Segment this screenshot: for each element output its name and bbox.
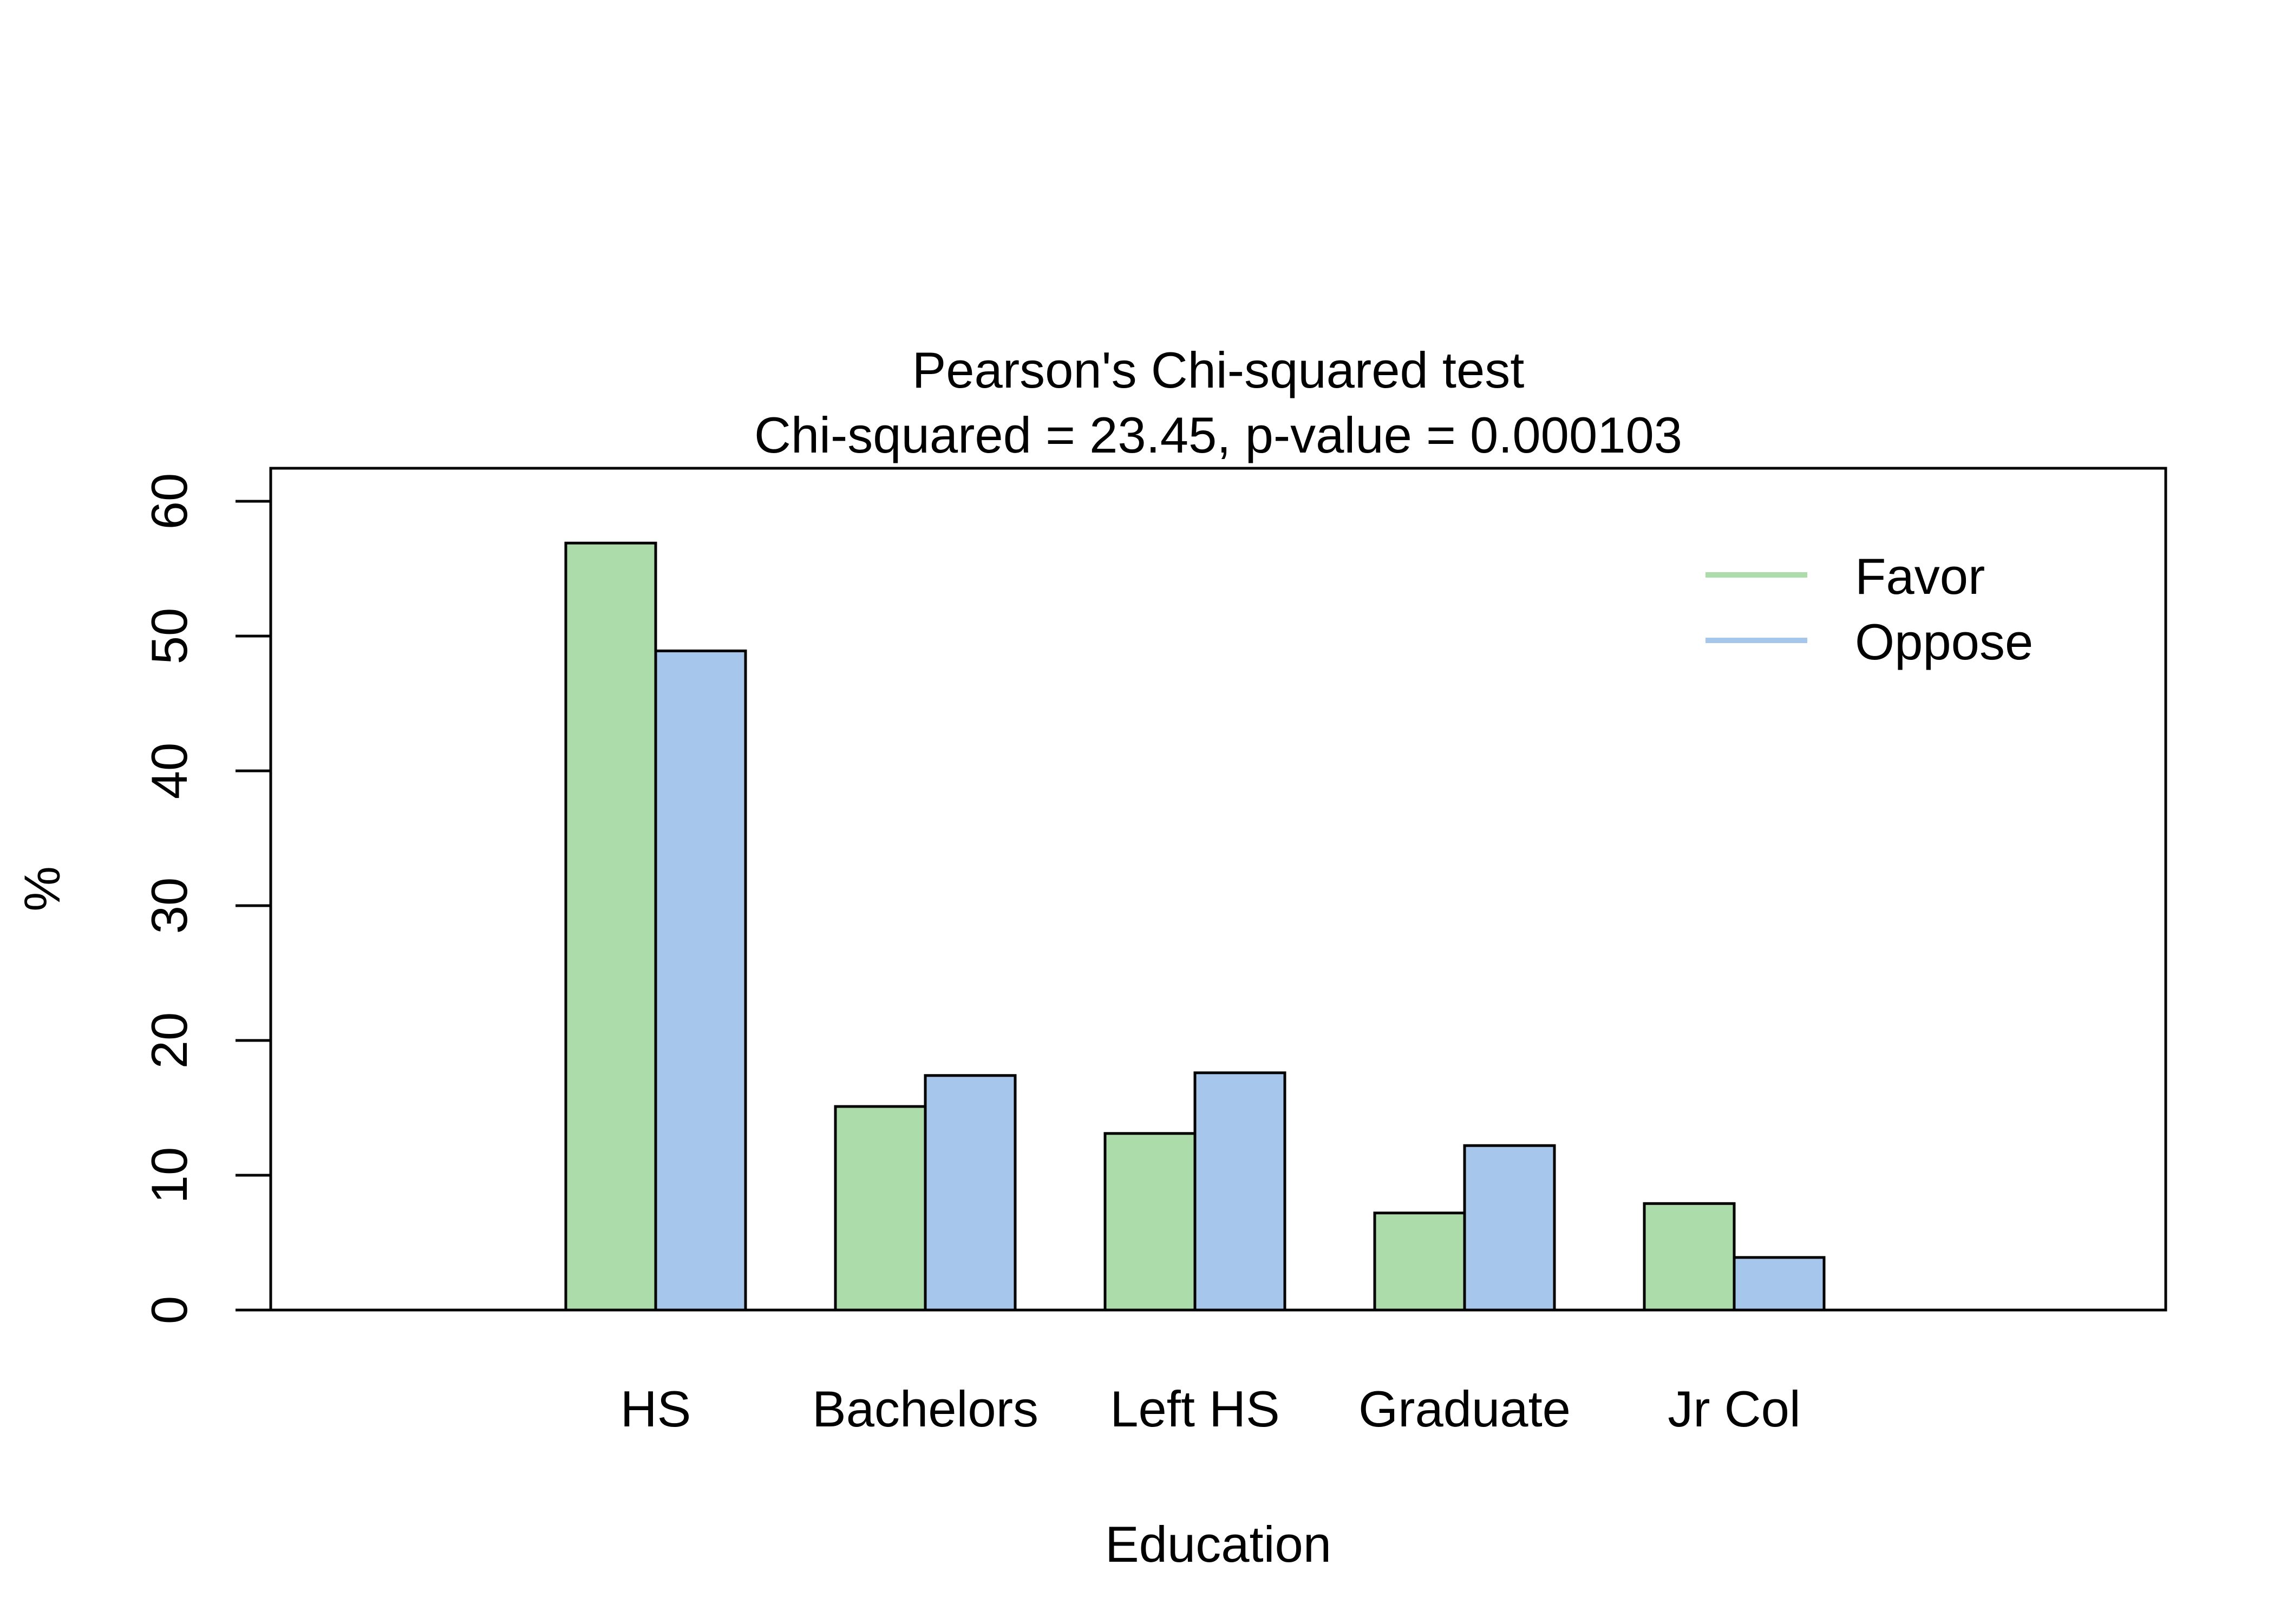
bar-favor-graduate xyxy=(1373,1212,1466,1312)
x-tick-label-bachelors: Bachelors xyxy=(812,1380,1038,1437)
bars xyxy=(564,541,1826,1312)
chart-subtitle: Chi-squared = 23.45, p-value = 0.000103 xyxy=(754,407,1682,463)
legend-label-favor: Favor xyxy=(1855,548,1985,605)
y-tick-label-20: 20 xyxy=(141,1012,198,1069)
x-tick-label-hs: HS xyxy=(620,1380,691,1437)
bar-favor-bachelors xyxy=(834,1105,927,1312)
plot-frame xyxy=(269,467,2167,1312)
bar-favor-hs xyxy=(564,541,657,1312)
y-tick-label-10: 10 xyxy=(141,1147,198,1204)
bar-oppose-jr-col xyxy=(1733,1256,1826,1312)
y-tick-label-50: 50 xyxy=(141,608,198,665)
x-axis-labels: HS Bachelors Left HS Graduate Jr Col xyxy=(620,1380,1801,1437)
bar-oppose-graduate xyxy=(1463,1144,1556,1312)
legend-label-oppose: Oppose xyxy=(1855,613,2033,670)
x-axis-title: Education xyxy=(1105,1516,1331,1573)
bar-favor-jr-col xyxy=(1643,1202,1736,1312)
y-axis-title: % xyxy=(14,866,70,912)
bar-favor-left-hs xyxy=(1103,1132,1197,1312)
y-tick-label-0: 0 xyxy=(141,1296,198,1324)
bar-oppose-hs xyxy=(654,649,747,1312)
chart-title: Pearson's Chi-squared test xyxy=(912,342,1525,398)
y-axis: 0 10 20 30 40 50 60 xyxy=(141,473,272,1324)
bar-oppose-bachelors xyxy=(924,1074,1017,1312)
y-tick-label-60: 60 xyxy=(141,473,198,530)
legend: Favor Oppose xyxy=(1706,548,2033,670)
x-tick-label-left-hs: Left HS xyxy=(1110,1380,1280,1437)
x-tick-label-graduate: Graduate xyxy=(1358,1380,1571,1437)
y-tick-label-40: 40 xyxy=(141,743,198,800)
x-tick-label-jr-col: Jr Col xyxy=(1668,1380,1800,1437)
bar-oppose-left-hs xyxy=(1193,1071,1286,1312)
y-tick-label-30: 30 xyxy=(141,878,198,934)
